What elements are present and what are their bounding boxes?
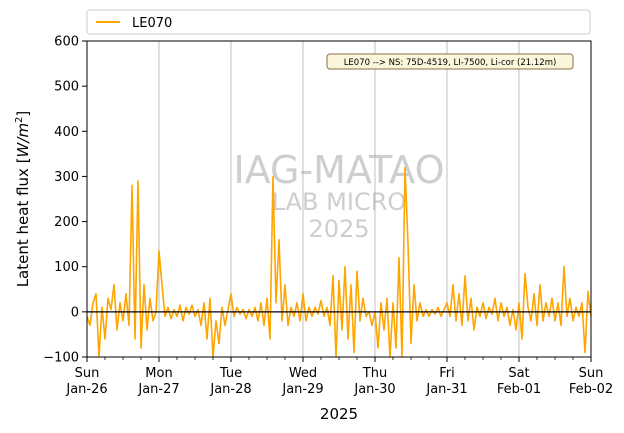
annotation-box [326,53,574,70]
x-tick-label-date: Jan-26 [65,382,107,397]
y-tick-label: 100 [54,260,79,275]
y-tick-label: 300 [54,170,79,185]
y-axis-label-text: Latent heat flux [14,163,32,287]
legend-label-le070: LE070 [132,16,172,31]
x-tick-label-day: Sat [508,366,529,381]
watermark: IAG-MATAO LAB MICRO 2025 [233,148,444,243]
legend-frame [86,9,591,35]
annotation-text: LE070 --> NS: 75D-4519, LI-7500, Li-cor … [344,58,557,68]
watermark-line-1: IAG-MATAO [233,148,444,192]
x-tick-label-date: Jan-28 [209,382,251,397]
x-tick-label-day: Thu [362,366,387,381]
x-tick-label-day: Mon [145,366,172,381]
legend: LE070 [86,9,591,35]
series-line-le070 [87,166,591,357]
x-tick-label-day: Sun [75,366,100,381]
y-axis-label-close-bracket: ] [14,111,32,117]
watermark-line-2: LAB MICRO [272,188,407,216]
y-tick-label: 600 [54,35,79,50]
series-layer [87,166,591,357]
watermark-line-3: 2025 [308,215,369,243]
y-axis-label-unit-exponent: 2 [14,117,25,123]
y-tick-label: 400 [54,125,79,140]
x-tick-label-day: Fri [439,366,455,381]
y-tick-label: −100 [43,351,79,366]
x-tick-label-day: Wed [289,366,317,381]
x-tick-label-day: Sun [579,366,604,381]
x-tick-label-date: Jan-29 [281,382,323,397]
y-tick-label: 200 [54,215,79,230]
x-tick-label-day: Tue [219,366,242,381]
plot-area [87,41,591,357]
y-tick-label: 0 [71,305,79,320]
y-tick-label: 500 [54,80,79,95]
x-tick-label-date: Feb-01 [497,382,541,397]
y-axis-label: Latent heat flux [W/m2] [14,111,32,288]
y-axis: −100 0 100 200 300 400 500 600 [43,35,87,366]
y-axis-label-open-bracket: [ [14,157,32,163]
x-axis: SunJan-26MonJan-27TueJan-28WedJan-29ThuJ… [65,357,613,397]
x-tick-label-date: Jan-27 [137,382,179,397]
x-tick-label-date: Feb-02 [569,382,613,397]
annotation: LE070 --> NS: 75D-4519, LI-7500, Li-cor … [326,53,574,70]
y-axis-label-unit: W/m [14,123,32,158]
x-tick-label-date: Jan-30 [353,382,395,397]
x-tick-label-date: Jan-31 [425,382,467,397]
x-axis-label: 2025 [320,405,358,423]
